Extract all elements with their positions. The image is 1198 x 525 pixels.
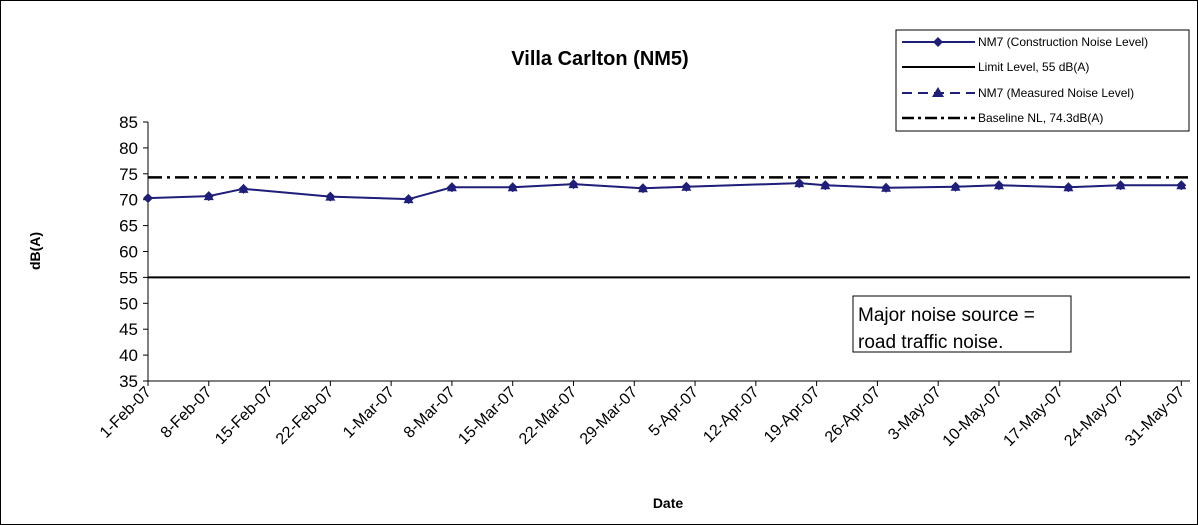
measured-noise-point <box>403 194 414 204</box>
chart-title: Villa Carlton (NM5) <box>511 48 688 70</box>
measured-noise-point <box>1063 182 1074 192</box>
legend-label: NM7 (Construction Noise Level) <box>978 35 1148 49</box>
x-axis-label: Date <box>653 495 684 511</box>
y-tick-label: 35 <box>119 372 138 391</box>
y-tick-label: 70 <box>119 191 138 210</box>
annotation-line-2: road traffic noise. <box>858 332 1003 353</box>
annotation-box: Major noise source = road traffic noise. <box>852 295 1072 353</box>
y-axis-label: dB(A) <box>27 232 43 270</box>
measured-noise-point <box>238 183 249 193</box>
legend-label: NM7 (Measured Noise Level) <box>978 86 1134 100</box>
measured-noise-point <box>446 182 457 192</box>
legend: NM7 (Construction Noise Level) Limit Leve… <box>895 29 1190 132</box>
legend-label: Baseline NL, 74.3dB(A) <box>978 111 1103 125</box>
y-tick-label: 50 <box>119 294 138 313</box>
measured-noise-point <box>507 182 518 192</box>
annotation-border <box>852 295 1072 353</box>
measured-noise-point <box>881 182 892 192</box>
measured-noise-point <box>681 181 692 191</box>
legend-label: Limit Level, 55 dB(A) <box>978 60 1089 74</box>
y-tick-label: 60 <box>119 243 138 262</box>
annotation-line-1: Major noise source = <box>858 305 1035 326</box>
legend-construction-marker <box>933 37 943 47</box>
legend-border <box>895 29 1190 132</box>
measured-noise-point <box>203 191 214 201</box>
measured-noise-point <box>1115 180 1126 190</box>
measured-noise-point <box>325 191 336 201</box>
measured-noise-point <box>993 180 1004 190</box>
measured-noise-point <box>568 179 579 189</box>
measured-noise-point <box>794 178 805 188</box>
y-tick-label: 80 <box>119 139 138 158</box>
y-tick-label: 85 <box>119 113 138 132</box>
measured-noise-point <box>1176 180 1187 190</box>
y-tick-label: 40 <box>119 346 138 365</box>
y-tick-label: 75 <box>119 165 138 184</box>
measured-noise-point <box>950 181 961 191</box>
y-tick-label: 45 <box>119 320 138 339</box>
legend-measured-marker <box>932 87 944 97</box>
y-tick-label: 65 <box>119 217 138 236</box>
measured-noise-point <box>637 183 648 193</box>
construction-noise-point <box>143 193 153 204</box>
measured-noise-point <box>820 180 831 190</box>
y-tick-label: 55 <box>119 268 138 287</box>
